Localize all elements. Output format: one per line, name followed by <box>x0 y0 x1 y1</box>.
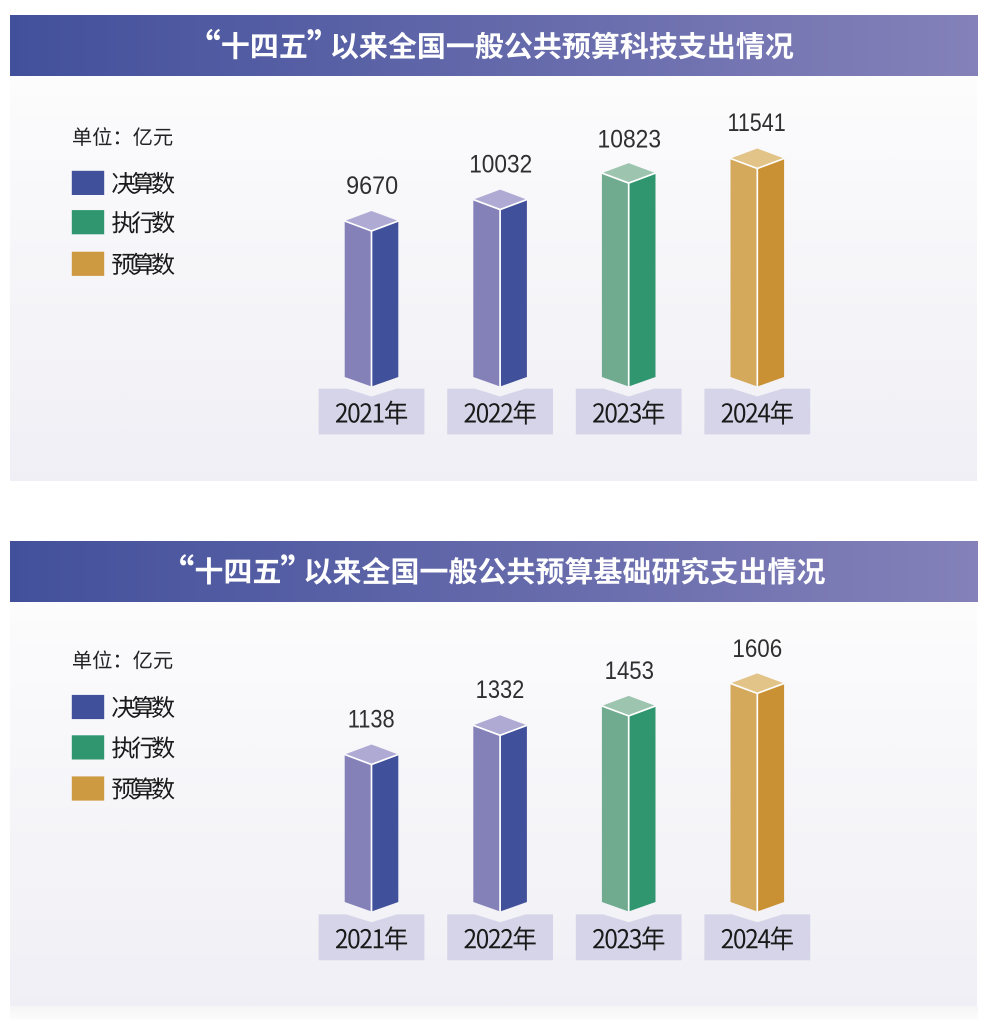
svg-text:1606: 1606 <box>732 635 782 663</box>
svg-text:1138: 1138 <box>348 705 395 733</box>
svg-text:10032: 10032 <box>469 150 532 178</box>
svg-text:10823: 10823 <box>598 125 662 153</box>
svg-text:1332: 1332 <box>476 676 525 704</box>
svg-text:1453: 1453 <box>605 657 654 685</box>
svg-text:9670: 9670 <box>346 172 398 200</box>
svg-text:11541: 11541 <box>727 109 785 137</box>
